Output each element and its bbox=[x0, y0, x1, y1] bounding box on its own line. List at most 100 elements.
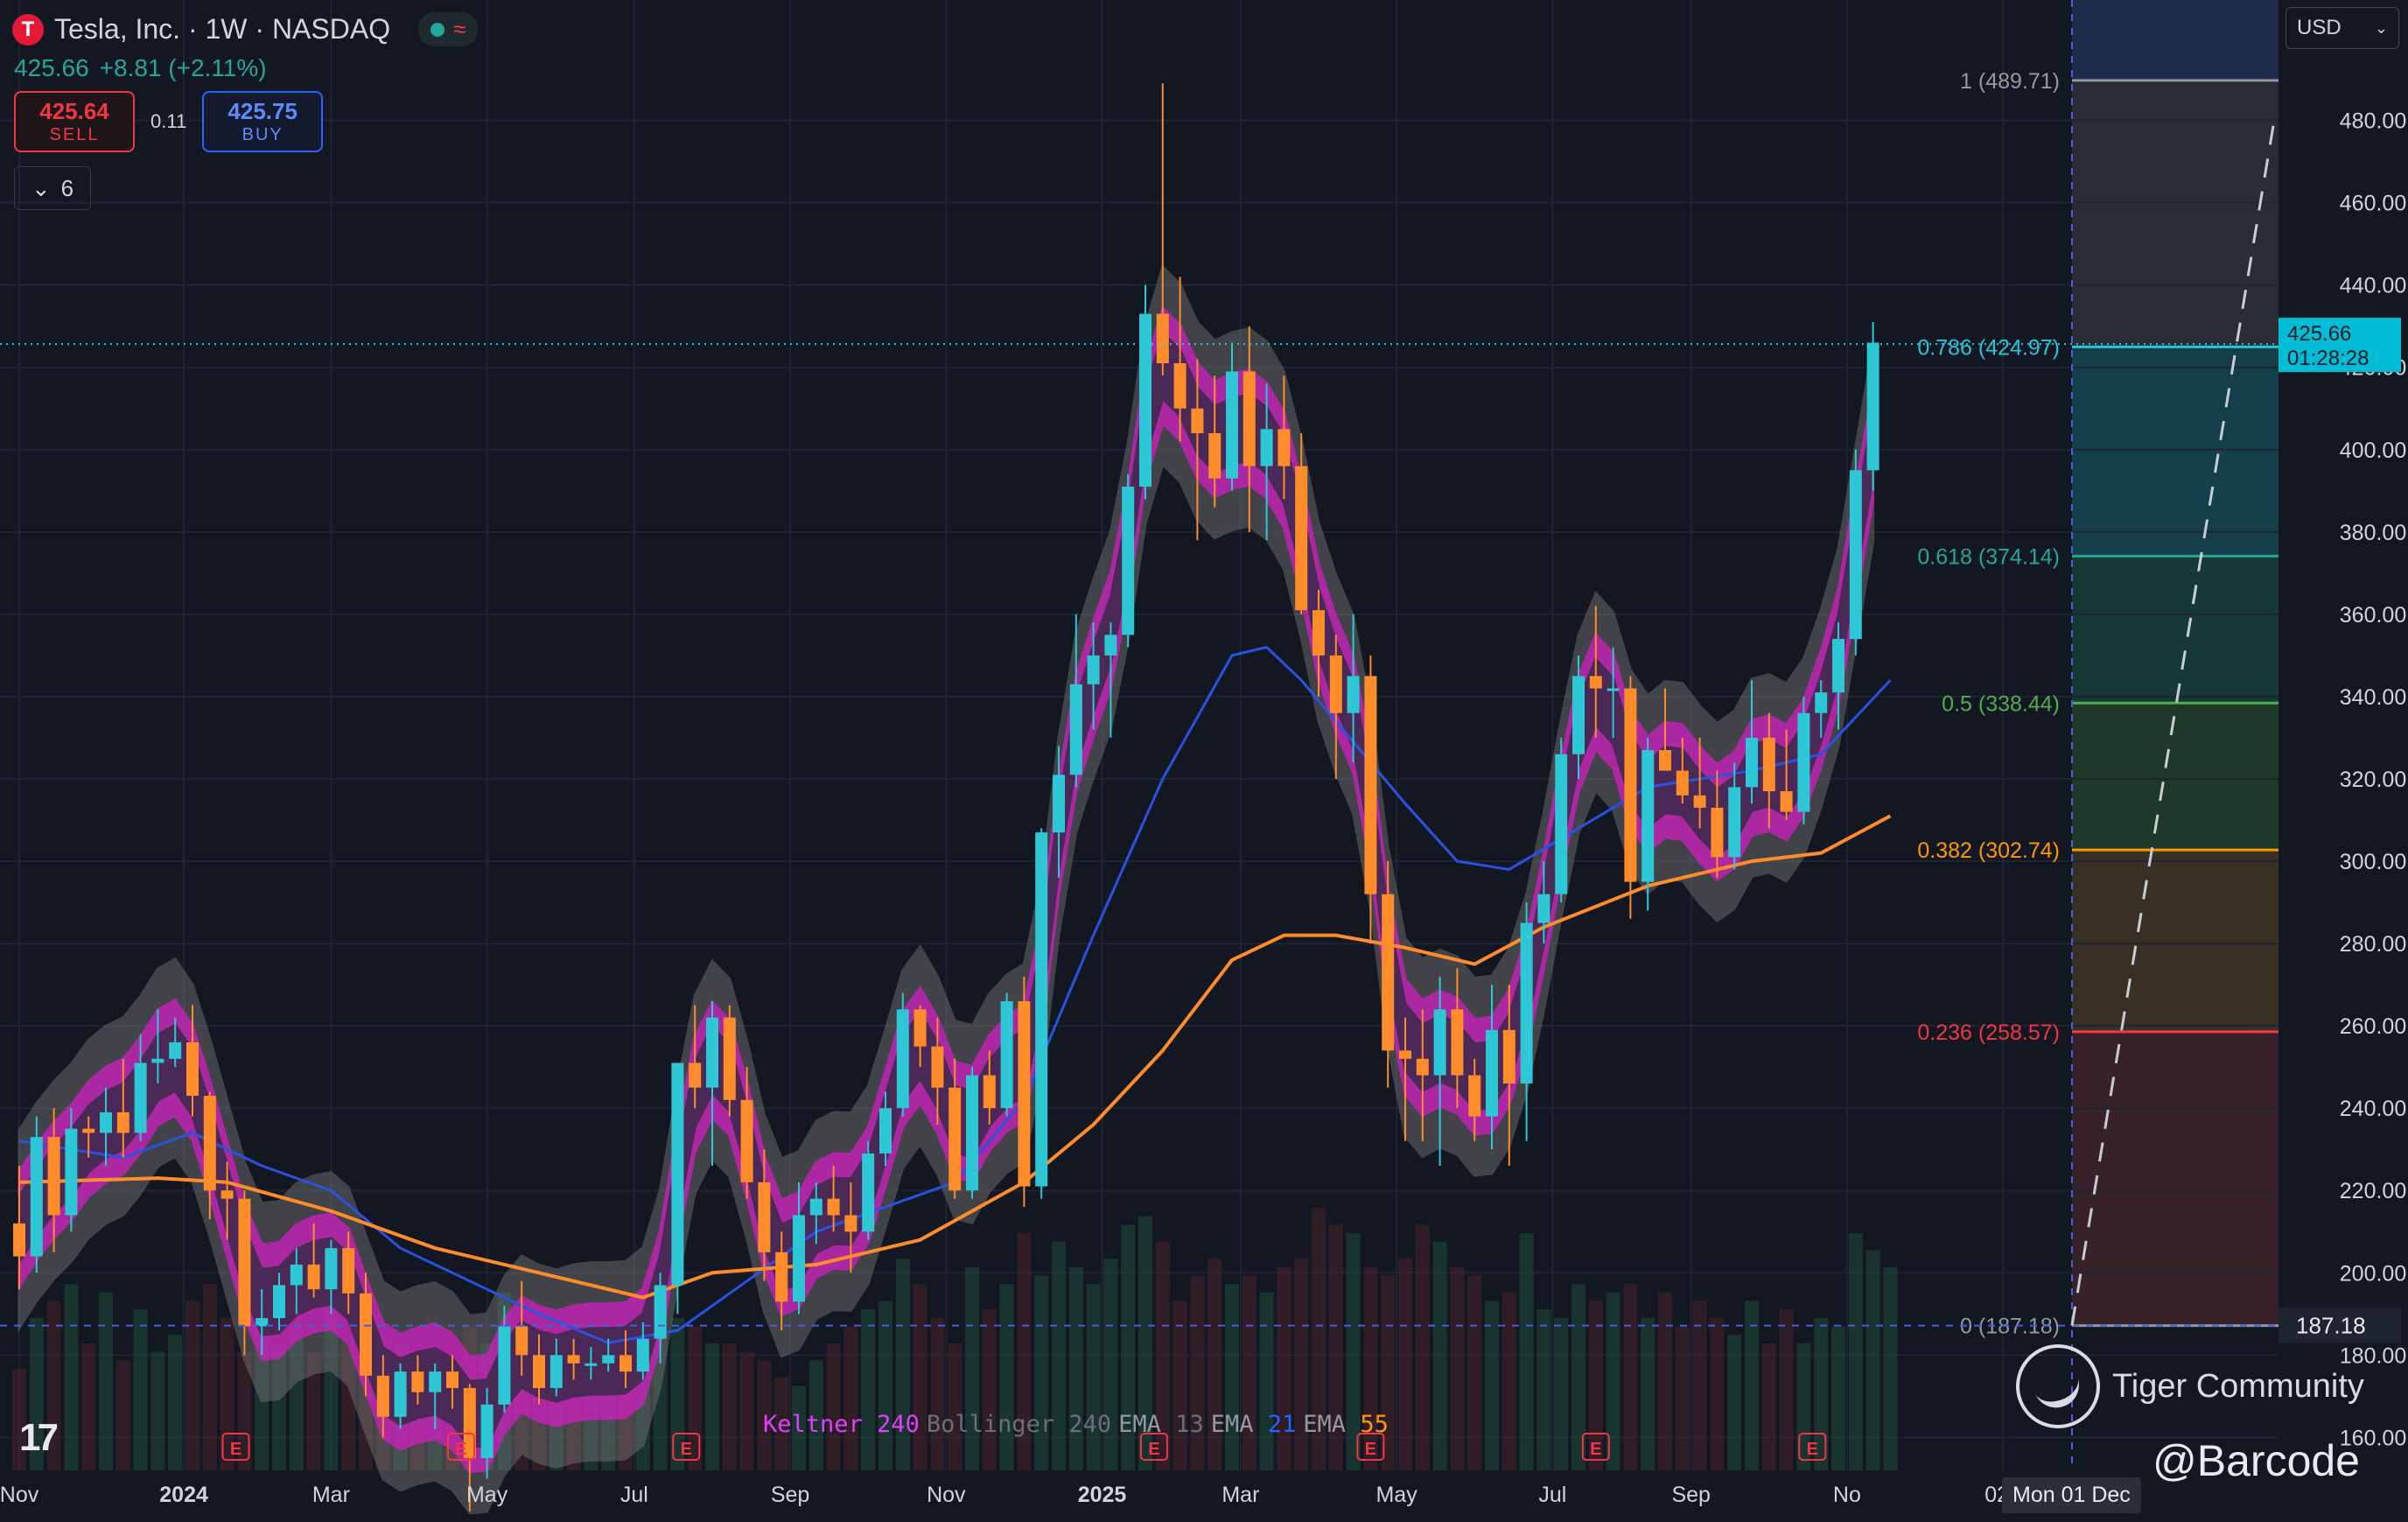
tradingview-logo-icon[interactable]: 17 bbox=[19, 1416, 59, 1459]
legend-item[interactable]: EMA 55 bbox=[1303, 1411, 1389, 1438]
market-status[interactable]: ≈ bbox=[418, 12, 479, 46]
volume-bar bbox=[46, 1301, 61, 1470]
legend-item[interactable]: EMA 21 bbox=[1211, 1411, 1297, 1438]
candle-body bbox=[1746, 737, 1758, 788]
volume-bar bbox=[1485, 1301, 1499, 1470]
volume-bar bbox=[1432, 1241, 1447, 1470]
legend-item[interactable]: EMA 13 bbox=[1118, 1411, 1204, 1438]
candle-body bbox=[1382, 894, 1395, 1051]
volume-bars bbox=[12, 1208, 1898, 1470]
candle-body bbox=[13, 1223, 25, 1257]
candle-body bbox=[1468, 1075, 1481, 1117]
candle-body bbox=[827, 1198, 840, 1216]
volume-bar bbox=[844, 1326, 858, 1470]
low-price-tag-value: 187.18 bbox=[2296, 1313, 2366, 1339]
volume-bar bbox=[116, 1360, 130, 1470]
volume-bar bbox=[670, 1317, 685, 1470]
volume-bar bbox=[982, 1309, 997, 1470]
fib-zone bbox=[2072, 556, 2278, 704]
buy-label: BUY bbox=[242, 125, 284, 144]
time-tick-label: Jul bbox=[1538, 1483, 1566, 1507]
volume-bar bbox=[861, 1309, 876, 1470]
volume-bar bbox=[1052, 1241, 1066, 1470]
candle-body bbox=[1693, 795, 1706, 808]
volume-bar bbox=[1467, 1275, 1482, 1470]
candle-body bbox=[307, 1264, 320, 1290]
fib-zone bbox=[2072, 347, 2278, 557]
volume-bar bbox=[1814, 1317, 1829, 1470]
sell-button[interactable]: 425.64 SELL bbox=[14, 91, 135, 152]
price-readout: 425.66 +8.81 (+2.11%) bbox=[14, 54, 267, 82]
candle-body bbox=[1191, 408, 1204, 433]
candle-body bbox=[463, 1387, 476, 1458]
candle-body bbox=[550, 1355, 563, 1388]
volume-bar bbox=[1155, 1241, 1170, 1470]
candle-body bbox=[1364, 676, 1377, 894]
earnings-icon bbox=[221, 1433, 250, 1461]
legend-item[interactable]: Bollinger 240 bbox=[927, 1411, 1111, 1438]
candle-body bbox=[671, 1063, 684, 1286]
candle-body bbox=[1676, 770, 1689, 796]
candle-body bbox=[1053, 775, 1065, 833]
price-tick-label: 160.00 bbox=[2340, 1426, 2406, 1450]
buy-button[interactable]: 425.75 BUY bbox=[202, 91, 324, 152]
indicator-legend[interactable]: Keltner 240 Bollinger 240 EMA 13 EMA 21 … bbox=[763, 1411, 1389, 1438]
candle-body bbox=[429, 1371, 442, 1392]
volume-bar bbox=[705, 1343, 719, 1470]
volume-bar bbox=[12, 1368, 26, 1470]
candle-body bbox=[1347, 676, 1360, 713]
volume-bar bbox=[1745, 1301, 1759, 1470]
price-tick-label: 240.00 bbox=[2340, 1097, 2406, 1121]
legend-item-param: 55 bbox=[1346, 1411, 1389, 1438]
volume-bar bbox=[1572, 1284, 1586, 1470]
price-tick-label: 340.00 bbox=[2340, 685, 2406, 710]
candle-body bbox=[1018, 1000, 1031, 1187]
candle-body bbox=[151, 1058, 164, 1063]
candle-body bbox=[793, 1215, 805, 1302]
volume-bar bbox=[948, 1343, 962, 1470]
candle-body bbox=[723, 1017, 736, 1100]
candle-body bbox=[706, 1017, 718, 1088]
volume-bar bbox=[722, 1343, 737, 1470]
volume-bar bbox=[826, 1343, 841, 1470]
candle-body bbox=[273, 1285, 285, 1319]
candle-body bbox=[1486, 1029, 1498, 1117]
market-open-icon bbox=[430, 22, 445, 37]
volume-bar bbox=[999, 1284, 1014, 1470]
volume-bar bbox=[1398, 1259, 1412, 1470]
volume-bar bbox=[792, 1385, 806, 1470]
legend-item-name: EMA bbox=[1118, 1411, 1161, 1438]
fib-label: 0.786 (424.97) bbox=[1917, 335, 2060, 360]
candle-body bbox=[1451, 1009, 1464, 1076]
volume-bar bbox=[1588, 1301, 1603, 1470]
symbol-title[interactable]: Tesla, Inc. · 1W · NASDAQ bbox=[54, 13, 391, 45]
volume-bar bbox=[1710, 1317, 1725, 1470]
candle-body bbox=[82, 1128, 95, 1133]
indicators-toggle[interactable]: ⌄ 6 bbox=[14, 166, 91, 210]
volume-bar bbox=[1277, 1266, 1292, 1470]
time-tick-label: Nov bbox=[0, 1483, 39, 1507]
candle-body bbox=[809, 1198, 822, 1216]
volume-bar bbox=[1623, 1284, 1638, 1470]
legend-item[interactable]: Keltner 240 bbox=[763, 1411, 920, 1438]
candle-body bbox=[948, 1087, 962, 1191]
price-tick-label: 180.00 bbox=[2340, 1343, 2406, 1368]
earnings-icon-letter: E bbox=[1365, 1440, 1376, 1459]
price-tick-label: 220.00 bbox=[2340, 1179, 2406, 1203]
currency-select[interactable]: USD ⌄ bbox=[2286, 7, 2399, 49]
price-tick-label: 460.00 bbox=[2340, 192, 2406, 216]
candle-body bbox=[1624, 688, 1637, 882]
candle-body bbox=[1797, 712, 1810, 812]
candle-body bbox=[1849, 470, 1862, 640]
candle-body bbox=[238, 1198, 251, 1327]
currency-value: USD bbox=[2297, 16, 2342, 39]
candle-body bbox=[1728, 787, 1741, 858]
earnings-icon bbox=[1798, 1433, 1827, 1461]
candle-body bbox=[1000, 1000, 1013, 1109]
price-axis-bg bbox=[2278, 0, 2408, 1470]
volume-bar bbox=[1312, 1208, 1326, 1470]
candle-body bbox=[1312, 610, 1325, 656]
projection-line bbox=[2070, 115, 2277, 1326]
candle-body bbox=[1642, 750, 1655, 882]
